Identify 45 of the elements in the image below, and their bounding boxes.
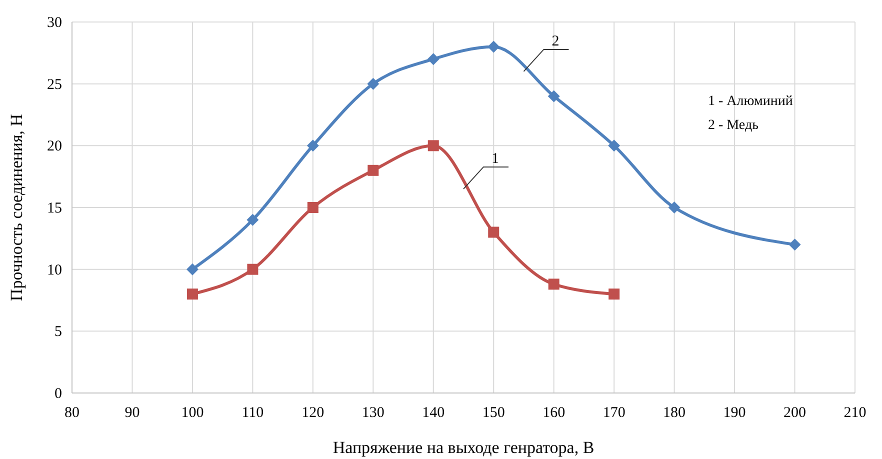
annotation: 1 - Алюминий (708, 94, 794, 109)
point (488, 226, 500, 238)
y-tick-label: 25 (47, 76, 62, 93)
point (186, 263, 198, 276)
point (668, 202, 680, 214)
point (306, 140, 319, 152)
point (368, 164, 379, 176)
x-tick-label: 170 (602, 405, 626, 421)
x-tick-label: 190 (723, 405, 746, 421)
text: 2 (552, 33, 560, 50)
point (608, 140, 620, 152)
y-tick-label: 10 (47, 262, 62, 278)
annotation: 2 - Медь (708, 118, 758, 133)
point (307, 202, 318, 213)
x-tick-label: 110 (242, 405, 264, 421)
point (367, 78, 380, 90)
point (788, 238, 801, 251)
x-tick-label: 140 (422, 405, 445, 421)
x-tick-label: 210 (844, 405, 866, 421)
x-axis-title: Напряжение на выходе генратора, В (332, 438, 594, 457)
x-tick-label: 100 (181, 405, 204, 421)
x-tick-label: 160 (542, 405, 566, 421)
y-tick-label: 5 (54, 324, 62, 340)
x-tick-label: 130 (362, 405, 384, 421)
x-tick-label: 80 (64, 405, 80, 421)
y-tick-label: 30 (47, 15, 62, 31)
y-tick-label: 20 (47, 138, 62, 155)
point (488, 40, 500, 53)
point (428, 140, 439, 152)
y-tick-label: 0 (54, 386, 62, 402)
point (427, 53, 440, 66)
point (548, 90, 560, 102)
y-tick-label: 15 (47, 200, 62, 216)
x-tick-label: 120 (302, 405, 324, 421)
text: 1 (492, 150, 499, 167)
point (608, 288, 620, 300)
point (186, 288, 198, 300)
x-tick-label: 200 (784, 405, 806, 421)
y-axis-title: Прочность соединения, Н (7, 114, 26, 302)
x-tick-label: 180 (663, 405, 686, 421)
x-tick-label: 150 (482, 405, 505, 421)
point (548, 278, 560, 290)
point (246, 214, 259, 226)
point (247, 264, 258, 275)
x-tick-label: 90 (124, 405, 140, 421)
